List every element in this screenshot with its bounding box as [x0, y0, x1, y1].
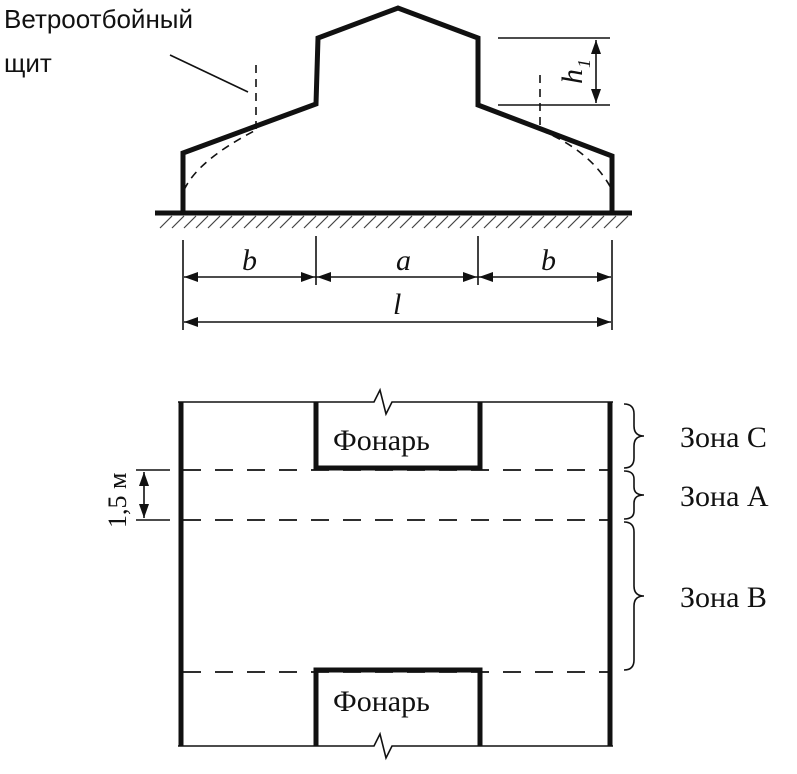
dim-row-l	[184, 317, 611, 327]
lantern-top-label: Фонарь	[333, 424, 430, 457]
ground-hatching	[159, 215, 629, 229]
zone-a-label: Зона A	[680, 480, 769, 513]
windshield-leader	[169, 54, 249, 93]
plan-top-edge	[178, 387, 613, 417]
zone-c-label: Зона C	[680, 421, 767, 454]
lantern-bottom-box	[313, 667, 483, 746]
elevation-view: Ветроотбойный щит h 1	[4, 4, 632, 330]
dim-1-5m	[136, 469, 170, 521]
dim-1-5m-label: 1,5 м	[103, 473, 132, 528]
dim-l-label: l	[393, 288, 401, 321]
dim-b-left-label: b	[242, 244, 257, 277]
brace-zone-b	[623, 521, 645, 671]
zone-b-label: Зона B	[680, 581, 767, 614]
dim-a-label: a	[396, 244, 411, 277]
dim-row-bab	[184, 272, 611, 282]
windshield-label-line1: Ветроотбойный	[4, 4, 193, 34]
lantern-bottom-label: Фонарь	[333, 685, 430, 718]
plan-bottom-edge	[178, 731, 613, 761]
plan-view: Фонарь Фонарь 1,5 м Зона C Зона A Зона B	[103, 387, 769, 761]
snow-drift-left	[183, 129, 257, 191]
h1-subscript: 1	[574, 59, 594, 68]
lantern-top-box	[313, 402, 483, 471]
windshield-label-line2: щит	[4, 48, 52, 78]
brace-zone-c	[623, 403, 645, 469]
h1-label: h	[556, 69, 589, 84]
h1-dimension: h 1	[498, 37, 610, 106]
building-outline	[180, 5, 615, 213]
brace-zone-a	[623, 470, 645, 520]
snow-drift-right	[539, 129, 612, 189]
dim-b-right-label: b	[541, 244, 556, 277]
